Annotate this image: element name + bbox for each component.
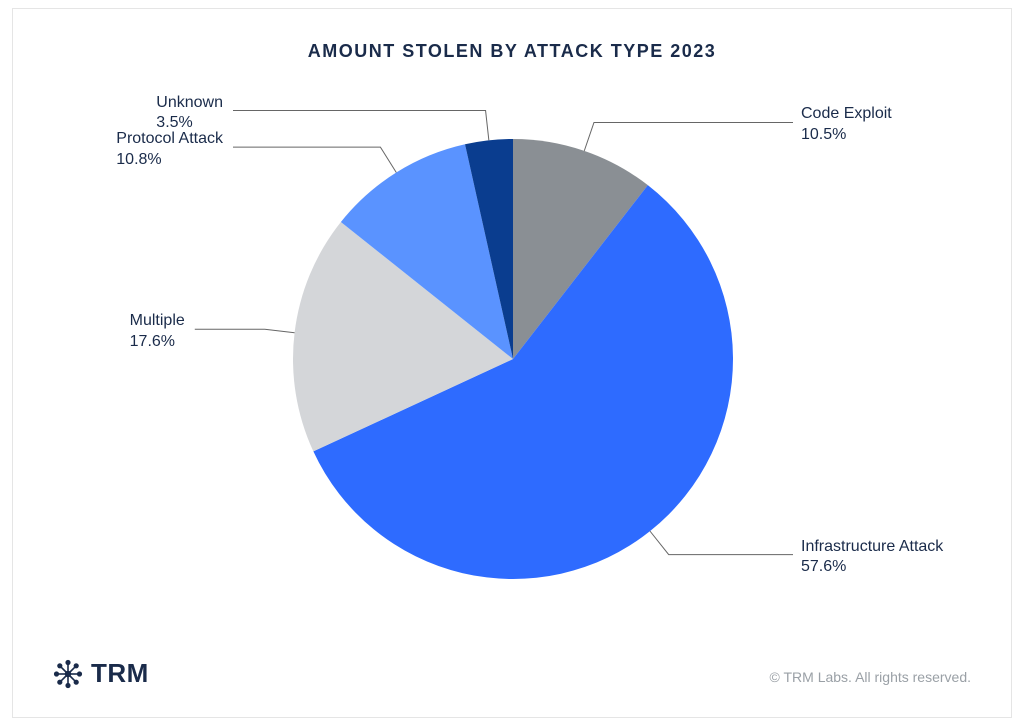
trm-logo-icon	[53, 659, 83, 689]
slice-label: Protocol Attack10.8%	[116, 129, 223, 171]
slice-label-name: Code Exploit	[801, 104, 892, 125]
pie-chart	[293, 139, 733, 579]
chart-title: AMOUNT STOLEN BY ATTACK TYPE 2023	[13, 41, 1011, 62]
slice-label-pct: 17.6%	[130, 332, 185, 353]
brand-logo: TRM	[53, 658, 149, 689]
slice-label: Multiple17.6%	[130, 311, 185, 353]
slice-label-pct: 10.5%	[801, 125, 892, 146]
slice-label: Code Exploit10.5%	[801, 104, 892, 146]
slice-label-name: Unknown	[156, 93, 223, 114]
slice-label: Infrastructure Attack57.6%	[801, 537, 943, 579]
slice-label-name: Multiple	[130, 311, 185, 332]
copyright-text: © TRM Labs. All rights reserved.	[770, 669, 971, 685]
brand-logo-text: TRM	[91, 658, 149, 689]
slice-label-name: Infrastructure Attack	[801, 537, 943, 558]
slice-label-pct: 57.6%	[801, 557, 943, 578]
slice-label: Unknown3.5%	[156, 93, 223, 135]
chart-frame: AMOUNT STOLEN BY ATTACK TYPE 2023 Code E…	[12, 8, 1012, 718]
slice-label-pct: 10.8%	[116, 150, 223, 171]
slice-label-pct: 3.5%	[156, 113, 223, 134]
